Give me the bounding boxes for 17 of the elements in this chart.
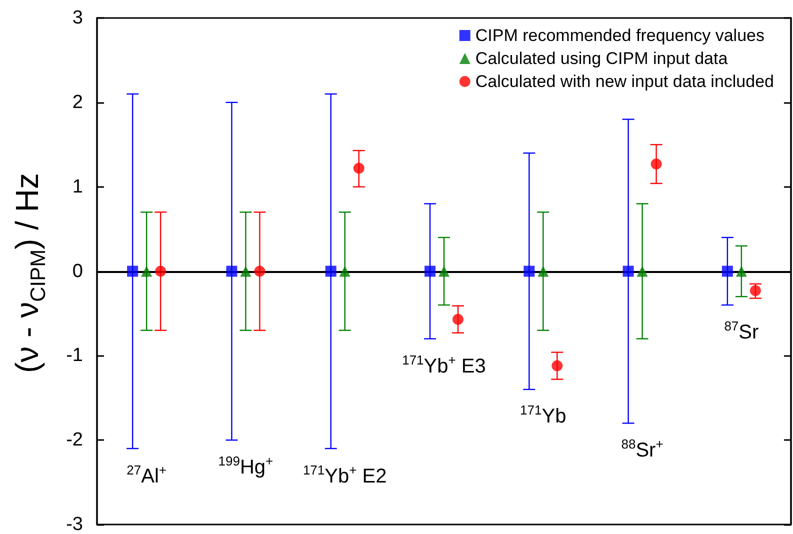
y-tick-label: 3 (72, 8, 83, 28)
annotation: $^{87}$Sr (724, 318, 759, 344)
annotation: $^{171}$Yb$^{+}$ E2 (302, 462, 387, 487)
annotation: $^{199}$Hg$^{+}$ (218, 454, 274, 478)
y-tick-label: 1 (72, 176, 83, 198)
y-tick-label: -1 (66, 345, 83, 366)
legend-label: Calculated with new input data included (475, 72, 774, 91)
y-tick-label: 2 (72, 92, 83, 113)
y-tick-label: -3 (66, 514, 83, 534)
annotation: $^{171}$Yb (520, 403, 566, 428)
legend-label: Calculated using CIPM input data (475, 49, 728, 68)
annotation: $^{171}$Yb$^{+}$ E3 (402, 352, 486, 378)
annotation: $^{88}$Sr$^{+}$ (621, 436, 664, 462)
annotation: $^{27}$Al$^{+}$ (126, 462, 166, 487)
legend-label: CIPM recommended frequency values (475, 26, 765, 45)
y-tick-label: 0 (72, 260, 83, 282)
y-tick-label: -2 (66, 430, 83, 451)
